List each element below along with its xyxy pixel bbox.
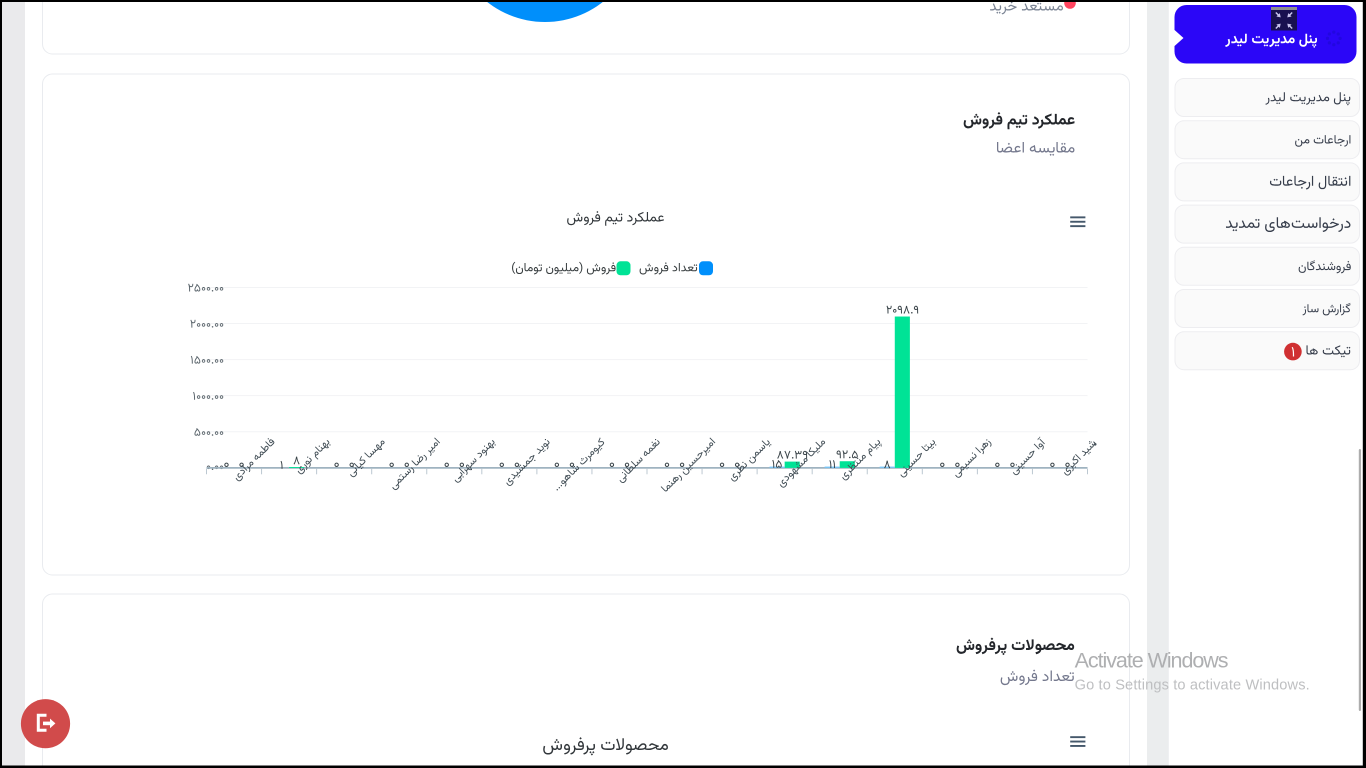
svg-text:Go to Settings to activate Win: Go to Settings to activate Windows. bbox=[1075, 678, 1310, 694]
svg-text:Activate Windows: Activate Windows bbox=[1075, 648, 1229, 672]
